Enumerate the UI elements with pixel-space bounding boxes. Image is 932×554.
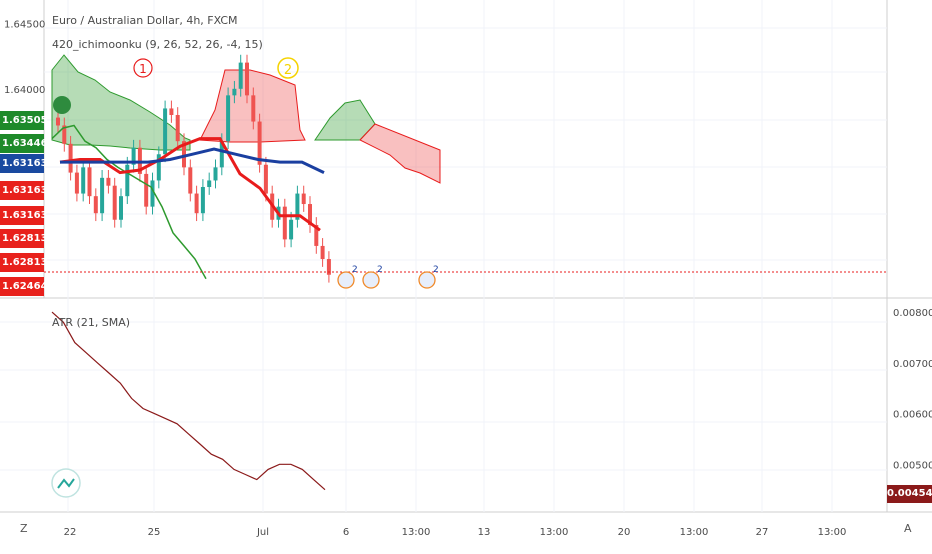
price-tag: 1.63505 <box>0 111 48 130</box>
bull-signal-dot <box>53 96 71 114</box>
marker-one-ring <box>133 58 153 78</box>
candle-body <box>263 164 268 194</box>
time-tick-label: 13:00 <box>540 527 569 538</box>
time-tick-label: Jul <box>256 527 269 538</box>
candle-body <box>100 177 105 214</box>
candle-body <box>282 206 287 240</box>
candle-body <box>314 224 319 246</box>
candle-body <box>93 196 98 214</box>
candle-body <box>257 121 262 165</box>
candle-body <box>144 173 149 207</box>
target-marker <box>362 271 380 289</box>
candle-body <box>326 259 331 275</box>
target-marker-label: 2 <box>433 265 439 275</box>
candle-body <box>295 193 300 220</box>
time-tick-label: 13:00 <box>818 527 847 538</box>
atr-tick-label: 0.00700 <box>893 359 932 370</box>
indicator-label[interactable]: 420_ichimoonku (9, 26, 52, 26, -4, 15) <box>52 38 263 51</box>
atr-tick-label: 0.00500 <box>893 460 932 471</box>
candle-body <box>81 167 86 194</box>
time-tick-label: 6 <box>343 527 349 538</box>
candle-body <box>289 219 294 240</box>
marker-two-ring <box>277 57 299 79</box>
symbol-title: Euro / Australian Dollar, 4h, FXCM <box>52 14 238 27</box>
time-tick-label: 13:00 <box>402 527 431 538</box>
candle-body <box>251 95 256 122</box>
marker-one-label: 1 <box>139 62 147 76</box>
candle-body <box>219 141 224 168</box>
time-tick-label: 13 <box>478 527 491 538</box>
candle-body <box>163 108 168 155</box>
kijun-line <box>60 147 325 174</box>
price-tag: 1.62813 <box>0 229 48 248</box>
price-tick-label: 1.64500 <box>4 19 45 30</box>
price-tag: 1.63446 <box>0 134 48 153</box>
price-tag: 1.63163 <box>0 206 48 225</box>
price-tag: 1.62464 <box>0 277 48 296</box>
chikou-line <box>51 124 207 280</box>
candle-body <box>200 187 205 214</box>
candle-body <box>150 180 155 207</box>
time-tick-label: 27 <box>756 527 769 538</box>
kumo-bearish-future <box>359 123 441 184</box>
candle-body <box>238 62 243 89</box>
target-marker-label: 2 <box>377 265 383 275</box>
atr-current-value: 0.00454 <box>887 485 932 503</box>
target-marker <box>418 271 436 289</box>
candle-body <box>320 245 325 260</box>
marker-two-label: 2 <box>284 63 292 78</box>
atr-label[interactable]: ATR (21, SMA) <box>52 316 131 329</box>
time-tick-label: 25 <box>148 527 161 538</box>
target-marker <box>337 271 355 289</box>
kumo-bullish <box>51 54 191 151</box>
price-tag: 1.62813 <box>0 253 48 272</box>
candle-body <box>56 117 60 126</box>
brand-logo-mark <box>57 478 75 489</box>
candle-body <box>131 147 136 165</box>
candle-body <box>226 95 231 142</box>
candle-body <box>232 88 237 96</box>
time-tick-label: 20 <box>618 527 631 538</box>
candle-body <box>207 180 212 188</box>
candle-body <box>301 193 306 205</box>
target-marker-label: 2 <box>352 265 358 275</box>
candle-body <box>182 141 186 168</box>
candle-body <box>156 154 161 181</box>
candle-body <box>169 108 174 115</box>
zoom-toggle-button[interactable]: Z <box>20 522 28 535</box>
candle-body <box>245 62 249 96</box>
candle-body <box>125 164 130 197</box>
atr-tick-label: 0.00800 <box>893 308 932 319</box>
atr-tick-label: 0.00600 <box>893 410 932 421</box>
price-tag: 1.63163 <box>0 181 48 200</box>
auto-scale-button[interactable]: A <box>904 522 912 535</box>
time-tick-label: 13:00 <box>680 527 709 538</box>
candle-body <box>188 167 193 194</box>
candle-body <box>213 167 218 181</box>
candle-body <box>175 114 180 142</box>
candle-body <box>87 167 92 197</box>
candle-body <box>119 196 123 220</box>
candle-body <box>308 204 312 225</box>
candle-body <box>112 185 117 220</box>
price-tick-label: 1.64000 <box>4 85 45 96</box>
price-tag: 1.63163 <box>0 154 48 173</box>
candle-body <box>106 177 111 186</box>
candle-body <box>74 172 79 194</box>
atr-line <box>51 311 326 491</box>
candle-body <box>62 125 67 144</box>
candle-body <box>194 193 199 214</box>
time-tick-label: 22 <box>64 527 77 538</box>
candle-body <box>68 143 73 173</box>
